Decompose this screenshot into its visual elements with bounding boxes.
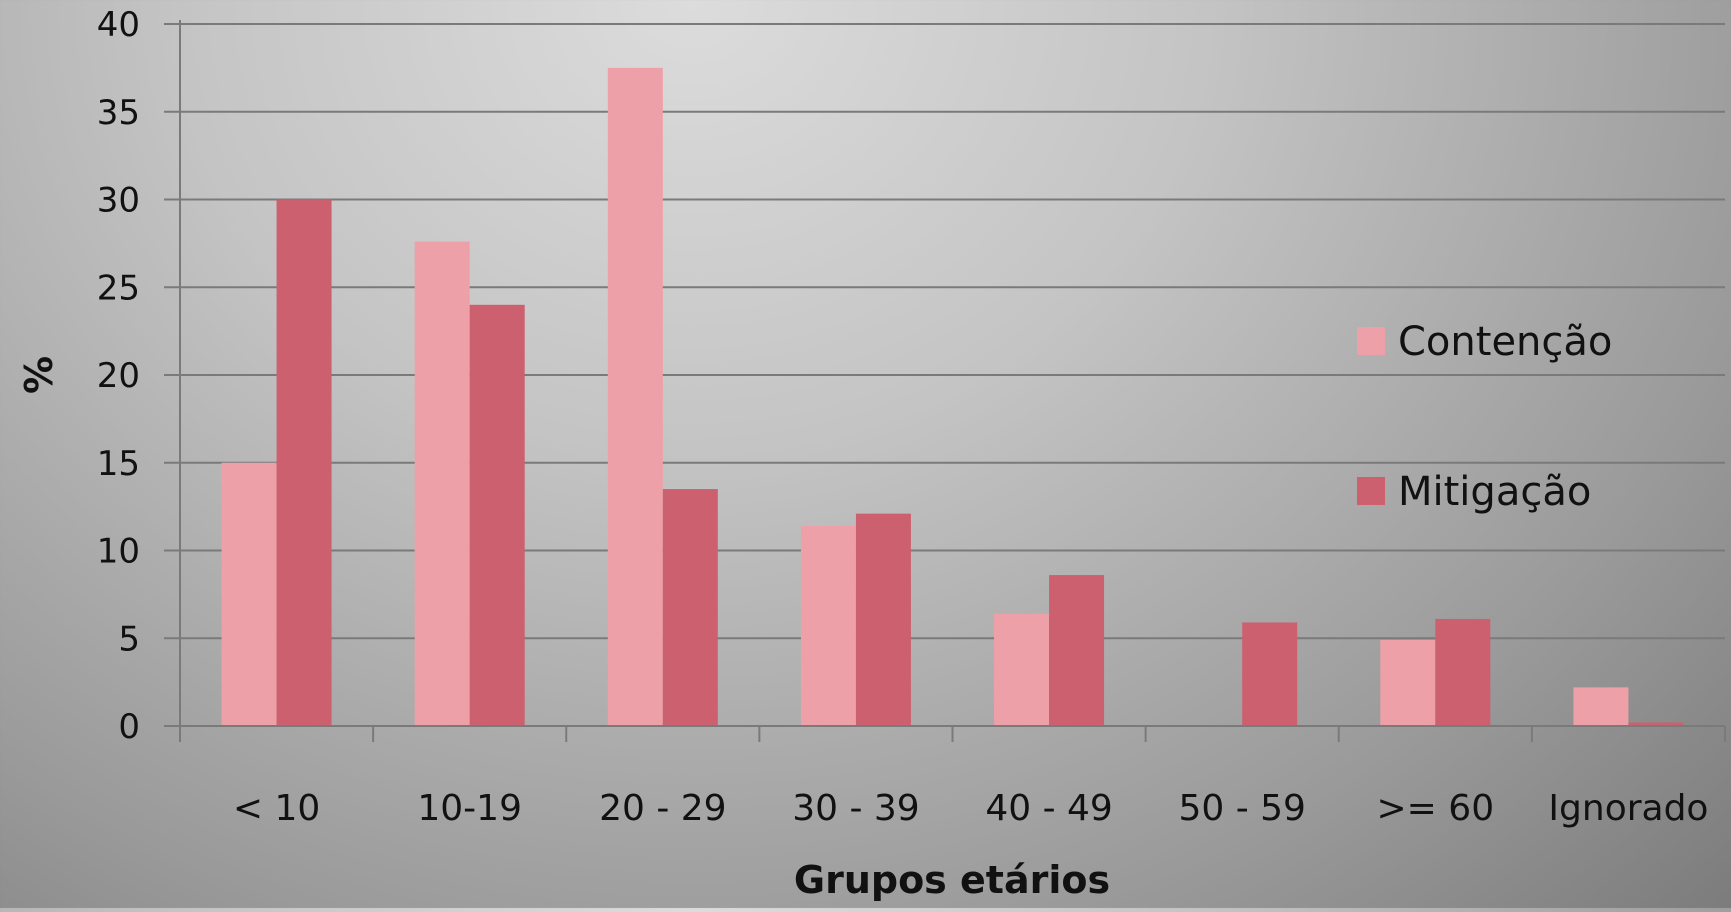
axes [164,20,1726,742]
y-axis-title: % [17,356,61,394]
legend-swatch-contencao [1357,327,1385,355]
bar-contencao [1573,687,1629,726]
legend-swatch-mitigacao [1357,477,1385,505]
x-category-label: 40 - 49 [985,788,1113,829]
bar-contencao [414,241,470,726]
bar-mitigacao [469,304,525,726]
legend-label-mitigacao: Mitigação [1398,469,1591,515]
y-tick-label: 30 [97,181,140,221]
y-tick-labels: 0 5 10 15 20 25 30 35 40 [97,5,140,747]
x-category-labels: < 10 10-19 20 - 29 30 - 39 40 - 49 50 - 59 >= … [233,788,1709,829]
x-category-label: Ignorado [1548,788,1708,829]
x-category-label: 20 - 29 [599,788,727,829]
x-category-label: 50 - 59 [1178,788,1306,829]
x-category-label: 30 - 39 [792,788,920,829]
bar-contencao [994,613,1050,726]
bar-mitigacao [1242,622,1298,726]
bar-mitigacao [1049,575,1105,726]
bar-mitigacao [662,489,718,726]
legend: Contenção Mitigação [1357,319,1612,515]
legend-label-contencao: Contenção [1398,319,1612,365]
bar-mitigacao [1628,722,1684,726]
bars [221,67,1684,726]
y-tick-label: 15 [97,444,140,484]
bar-mitigacao [1435,618,1491,726]
bar-mitigacao [276,199,332,726]
y-tick-label: 40 [97,5,140,45]
bar-contencao [607,67,663,726]
x-category-label: >= 60 [1377,788,1495,829]
x-category-label: < 10 [233,788,320,829]
bar-contencao [1380,640,1436,726]
bar-mitigacao [855,513,911,726]
x-category-label: 10-19 [417,788,522,829]
y-tick-label: 0 [118,707,140,747]
bar-contencao [800,525,856,726]
y-tick-label: 5 [118,619,140,659]
y-tick-label: 10 [97,532,140,572]
y-tick-label: 20 [97,356,140,396]
y-tick-label: 35 [97,93,140,133]
y-tick-label: 25 [97,268,140,308]
bar-contencao [221,462,277,726]
x-axis-title: Grupos etários [794,858,1110,902]
